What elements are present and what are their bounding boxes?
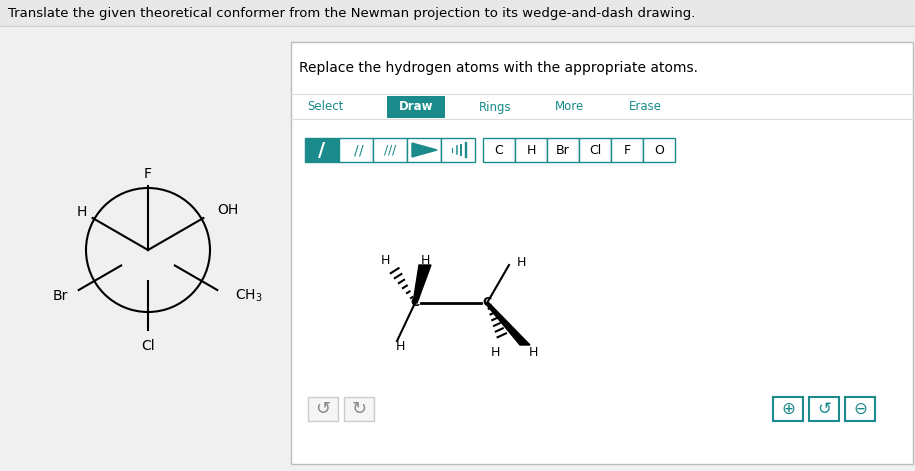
Text: /: / — [384, 144, 388, 156]
Text: /: / — [354, 143, 359, 157]
Polygon shape — [485, 303, 530, 345]
Text: C: C — [411, 297, 420, 309]
Text: ↺: ↺ — [817, 400, 831, 418]
Text: Br: Br — [556, 144, 570, 156]
Text: /: / — [318, 140, 326, 160]
Text: Cl: Cl — [589, 144, 601, 156]
Text: F: F — [623, 144, 630, 156]
Bar — [339, 138, 373, 162]
Bar — [515, 138, 547, 162]
Bar — [407, 138, 441, 162]
Text: ↻: ↻ — [351, 400, 367, 418]
Bar — [441, 138, 475, 162]
Text: F: F — [144, 167, 152, 181]
Text: Translate the given theoretical conformer from the Newman projection to its wedg: Translate the given theoretical conforme… — [8, 7, 695, 19]
Bar — [547, 138, 579, 162]
Text: /: / — [359, 143, 363, 157]
Bar — [308, 397, 338, 421]
Bar — [643, 138, 675, 162]
Text: More: More — [555, 100, 585, 114]
Bar — [845, 397, 875, 421]
Text: H: H — [77, 205, 87, 219]
Text: O: O — [654, 144, 664, 156]
Text: Cl: Cl — [141, 339, 155, 353]
Text: H: H — [526, 144, 535, 156]
Text: Draw: Draw — [399, 100, 433, 114]
Text: /: / — [388, 144, 393, 156]
Text: H: H — [381, 254, 390, 268]
Text: H: H — [395, 341, 404, 354]
Polygon shape — [413, 265, 431, 303]
Bar — [373, 138, 407, 162]
Text: H: H — [516, 257, 526, 269]
Text: Replace the hydrogen atoms with the appropriate atoms.: Replace the hydrogen atoms with the appr… — [299, 61, 698, 75]
Bar — [579, 138, 611, 162]
Polygon shape — [412, 143, 437, 157]
Text: Erase: Erase — [629, 100, 662, 114]
Text: C: C — [495, 144, 503, 156]
Text: ↺: ↺ — [316, 400, 330, 418]
Bar — [611, 138, 643, 162]
Bar — [291, 42, 913, 464]
Bar — [0, 0, 915, 26]
Bar — [344, 397, 374, 421]
Text: C: C — [482, 297, 491, 309]
Text: CH$_3$: CH$_3$ — [234, 288, 263, 304]
Text: /: / — [392, 144, 396, 156]
Text: Select: Select — [307, 100, 343, 114]
Bar — [483, 138, 515, 162]
Text: ⊕: ⊕ — [781, 400, 795, 418]
Text: OH: OH — [217, 203, 239, 217]
Text: Br: Br — [53, 289, 69, 303]
Text: ⊖: ⊖ — [853, 400, 867, 418]
Bar — [305, 138, 339, 162]
Text: H: H — [420, 254, 430, 268]
Text: Rings: Rings — [479, 100, 511, 114]
Text: H: H — [528, 347, 538, 359]
Bar — [387, 96, 445, 118]
Bar — [809, 397, 839, 421]
Bar — [773, 397, 803, 421]
Text: H: H — [490, 347, 500, 359]
